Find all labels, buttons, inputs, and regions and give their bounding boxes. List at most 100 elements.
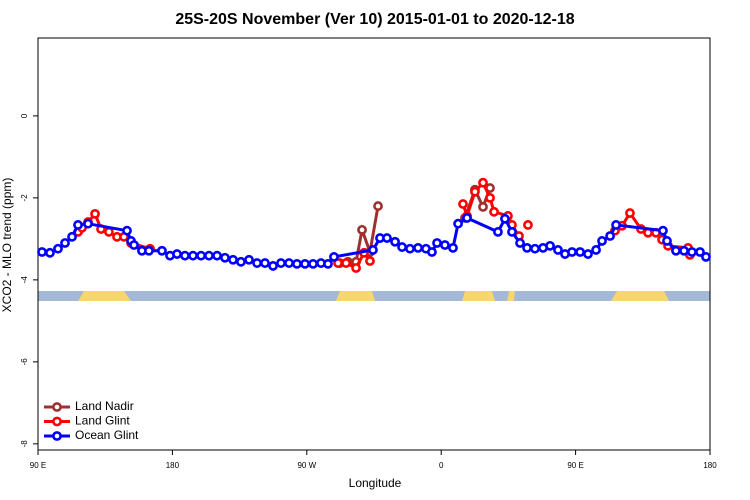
data-point: [323, 258, 333, 269]
land-mask: [38, 291, 710, 301]
data-point: [489, 206, 499, 217]
data-point: [671, 245, 681, 256]
data-point: [73, 220, 83, 230]
x-tick-label: 180: [166, 461, 180, 470]
data-point: [493, 227, 503, 237]
plot-frame: [37, 37, 711, 451]
data-point: [129, 240, 139, 250]
data-point: [268, 261, 278, 271]
data-point: [83, 218, 93, 229]
x-tick-label: 0: [439, 461, 444, 470]
data-point: [397, 242, 407, 252]
data-point: [60, 238, 70, 248]
data-point: [157, 245, 167, 256]
legend-label: Land Nadir: [75, 399, 134, 413]
data-point: [575, 247, 585, 257]
x-tick-label: 90 W: [297, 461, 316, 470]
data-point: [308, 258, 318, 269]
data-point: [37, 247, 47, 257]
data-point: [545, 240, 555, 251]
data-point: [300, 258, 310, 269]
data-point: [365, 256, 375, 266]
data-point: [448, 242, 458, 253]
data-point: [462, 213, 472, 223]
y-tick-label: 0: [20, 113, 29, 118]
data-point: [522, 242, 532, 253]
data-point: [252, 258, 262, 268]
data-point: [53, 243, 63, 254]
data-point: [144, 245, 154, 256]
legend-marker: [52, 431, 62, 441]
data-point: [500, 213, 510, 224]
data-point: [611, 220, 621, 230]
data-point: [122, 225, 132, 236]
data-point: [373, 201, 383, 211]
data-point: [605, 231, 615, 241]
data-point: [695, 247, 705, 257]
data-point: [507, 227, 517, 237]
y-tick-label: -4: [20, 276, 29, 284]
data-point: [553, 245, 563, 255]
data-point: [567, 247, 577, 257]
data-point: [341, 258, 351, 268]
legend-marker: [52, 402, 62, 412]
data-point: [453, 218, 463, 229]
data-point: [413, 242, 423, 253]
data-point: [427, 247, 437, 257]
data-point: [90, 208, 100, 219]
data-point: [45, 247, 55, 258]
y-tick-label: -2: [20, 194, 29, 202]
y-tick-label: -6: [20, 358, 29, 366]
legend-label: Land Glint: [75, 414, 130, 428]
data-point: [515, 238, 525, 248]
data-point: [687, 247, 697, 257]
data-point: [485, 192, 495, 203]
chart-title: 25S-20S November (Ver 10) 2015-01-01 to …: [175, 11, 574, 28]
data-point: [260, 258, 270, 268]
data-point: [284, 258, 294, 268]
data-point: [658, 225, 668, 236]
data-point: [478, 177, 488, 188]
legend-marker: [52, 416, 62, 427]
data-point: [188, 250, 198, 261]
data-point: [276, 258, 286, 268]
data-point: [701, 252, 711, 262]
data-point: [458, 199, 468, 209]
data-point: [292, 258, 302, 269]
data-point: [679, 245, 689, 256]
data-point: [662, 236, 672, 246]
y-axis-label: XCO2 - MLO trend (ppm): [0, 178, 14, 313]
data-point: [591, 245, 601, 255]
data-point: [523, 220, 533, 230]
legend-label: Ocean Glint: [75, 428, 139, 442]
data-point: [440, 240, 450, 250]
series: [37, 213, 711, 271]
data-point: [583, 249, 593, 259]
x-tick-label: 90 E: [30, 461, 46, 470]
data-point: [244, 254, 254, 265]
data-point: [172, 249, 182, 259]
data-point: [405, 243, 415, 254]
data-point: [67, 231, 77, 242]
data-point: [530, 243, 540, 254]
data-point: [597, 236, 607, 246]
data-point: [390, 236, 400, 247]
data-point: [470, 186, 480, 197]
data-point: [329, 252, 339, 262]
x-tick-label: 90 E: [567, 461, 583, 470]
data-point: [478, 201, 488, 212]
x-axis-label: Longitude: [349, 476, 402, 490]
data-point: [228, 254, 238, 265]
data-point: [236, 256, 246, 267]
data-point: [368, 245, 378, 255]
data-point: [382, 233, 392, 243]
y-tick-label: -8: [20, 440, 29, 448]
data-point: [196, 250, 206, 261]
data-point: [220, 252, 230, 263]
data-point: [351, 263, 361, 273]
data-point: [625, 208, 635, 218]
data-point: [432, 238, 442, 248]
data-point: [180, 250, 190, 261]
data-point: [357, 224, 367, 235]
